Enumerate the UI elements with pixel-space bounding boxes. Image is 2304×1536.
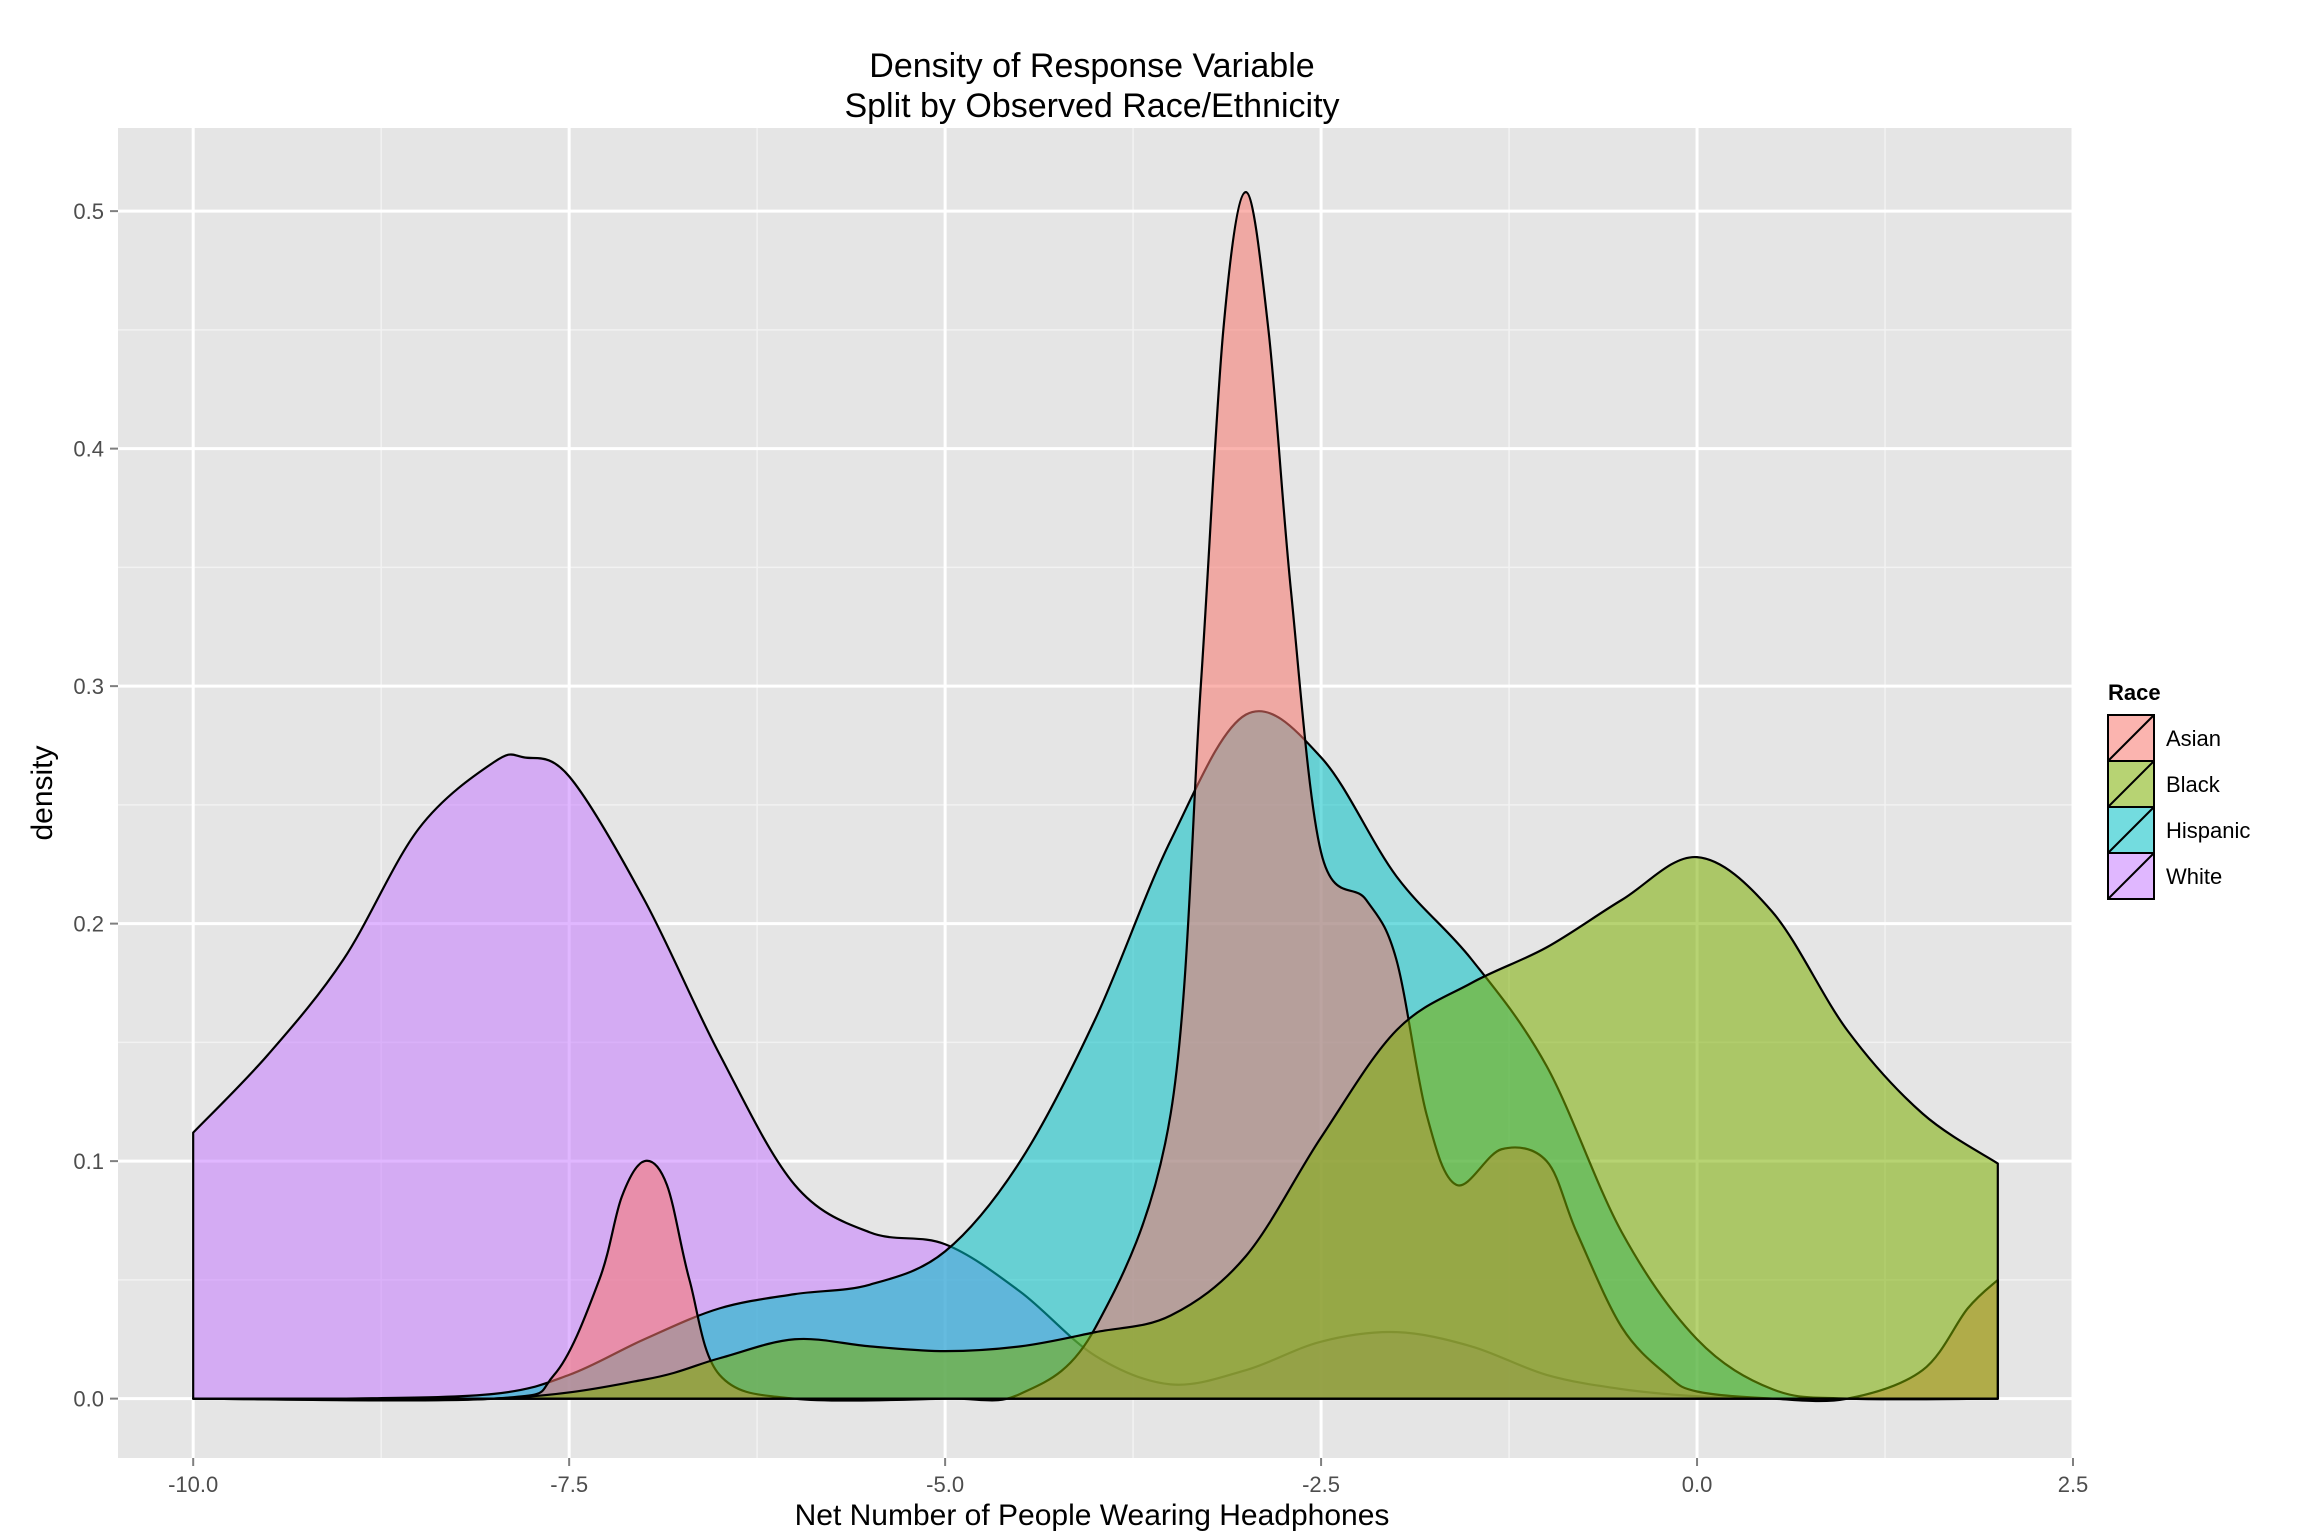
y-tick-label: 0.5 (73, 199, 104, 224)
y-axis-title: density (26, 745, 59, 840)
legend-label-black: Black (2166, 772, 2221, 797)
x-tick-label: -10.0 (168, 1472, 218, 1497)
y-tick-label: 0.3 (73, 674, 104, 699)
y-tick-label: 0.0 (73, 1387, 104, 1412)
x-axis-ticks: -10.0 -7.5 -5.0 -2.5 0.0 2.5 (168, 1458, 2088, 1497)
legend-key-slash (2107, 806, 2155, 854)
density-area-black (192, 856, 1999, 1402)
x-tick-label: -2.5 (1302, 1472, 1340, 1497)
y-tick-label: 0.1 (73, 1149, 104, 1174)
chart-title-line-1: Density of Response Variable (869, 47, 1314, 85)
y-axis-ticks: 0.0 0.1 0.2 0.3 0.4 0.5 (73, 199, 118, 1412)
x-tick-label: -7.5 (550, 1472, 588, 1497)
legend-label-hispanic: Hispanic (2166, 818, 2250, 843)
chart-title-line-2: Split by Observed Race/Ethnicity (844, 87, 1339, 125)
legend-key-slash (2107, 714, 2155, 762)
legend: Race Asian Black Hispanic White (2107, 680, 2250, 900)
density-areas (192, 191, 1999, 1403)
y-tick-label: 0.2 (73, 912, 104, 937)
legend-title: Race (2108, 680, 2161, 705)
legend-key-slash (2107, 852, 2155, 900)
legend-key-slash (2107, 760, 2155, 808)
x-tick-label: -5.0 (926, 1472, 964, 1497)
legend-label-asian: Asian (2166, 726, 2221, 751)
y-tick-label: 0.4 (73, 437, 104, 462)
x-tick-label: 2.5 (2058, 1472, 2089, 1497)
x-tick-label: 0.0 (1682, 1472, 1713, 1497)
x-axis-title: Net Number of People Wearing Headphones (795, 1499, 1390, 1532)
legend-label-white: White (2166, 864, 2222, 889)
